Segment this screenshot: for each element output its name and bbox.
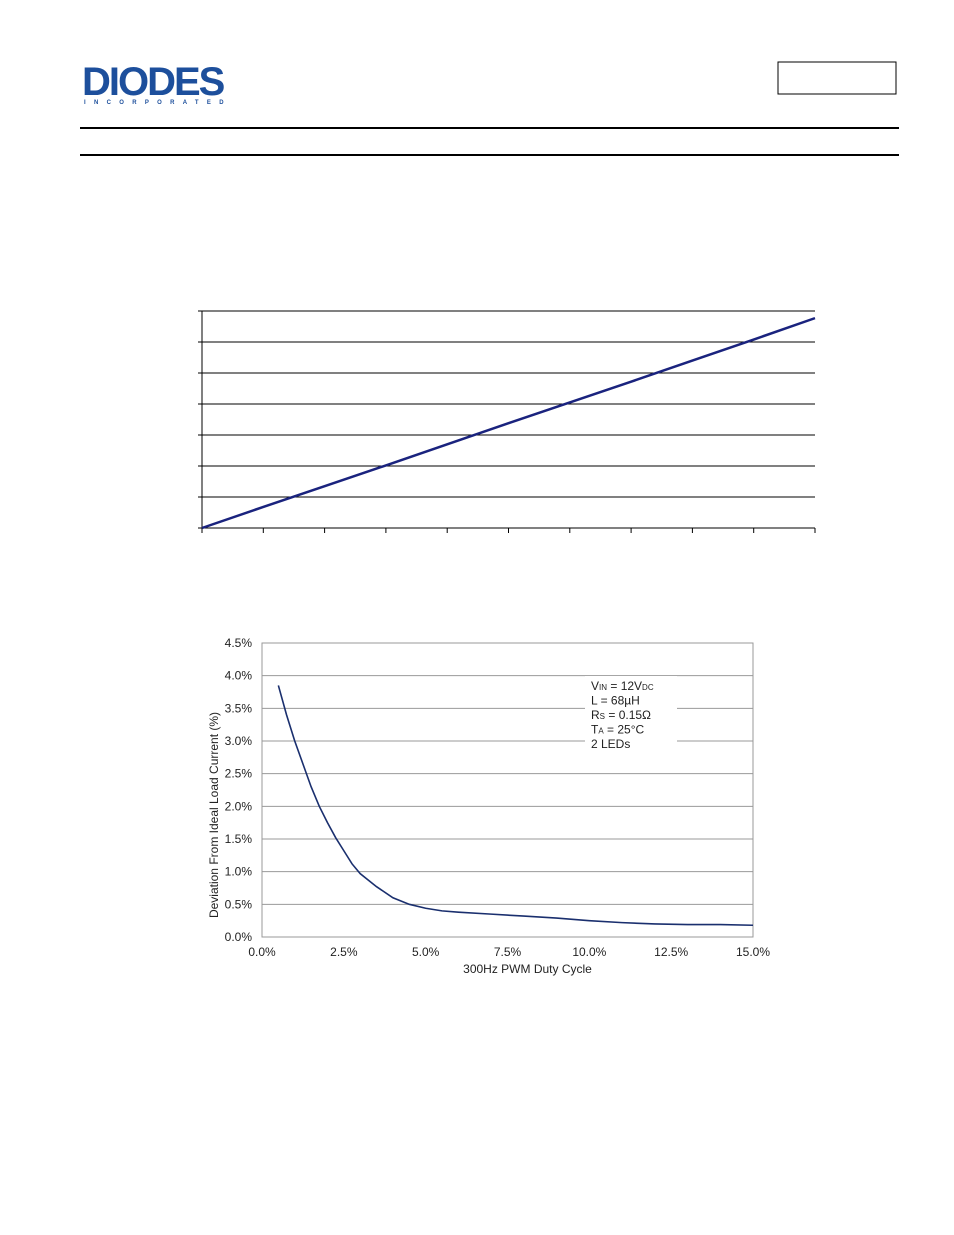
y-tick-label: 2.5%: [225, 767, 253, 781]
y-tick-label: 1.0%: [225, 865, 253, 879]
annotation-part: T: [591, 723, 599, 737]
x-tick-label: 0.0%: [248, 945, 276, 959]
y-tick-label: 2.0%: [225, 799, 253, 813]
annotation: VIN = 12VDC: [591, 679, 654, 693]
annotation: L = 68µH: [591, 694, 640, 708]
logo: DIODES: [82, 60, 225, 104]
y-tick-label: 0.5%: [225, 897, 253, 911]
x-tick-label: 10.0%: [572, 945, 606, 959]
annotation-part: IN: [599, 683, 607, 692]
data-line: [277, 685, 754, 927]
x-tick-label: 5.0%: [412, 945, 440, 959]
annotation: TA = 25°C: [591, 723, 645, 737]
y-tick-label: 3.0%: [225, 734, 253, 748]
annotation-part: S: [600, 712, 605, 721]
annotation-box: [585, 676, 677, 750]
y-tick-label: 3.5%: [225, 701, 253, 715]
annotation-part: R: [591, 708, 600, 722]
y-tick-label: 0.0%: [225, 930, 253, 944]
annotation-part: = 12V: [607, 679, 642, 693]
annotation-part: = 0.15Ω: [605, 708, 651, 722]
x-tick-label: 15.0%: [736, 945, 770, 959]
y-tick-label: 4.5%: [225, 636, 253, 650]
x-tick-label: 12.5%: [654, 945, 688, 959]
annotation-part: L = 68µH: [591, 694, 640, 708]
y-tick-label: 4.0%: [225, 669, 253, 683]
x-tick-label: 7.5%: [494, 945, 522, 959]
logo-sub: INCORPORATED: [84, 100, 232, 106]
y-axis-label: Deviation From Ideal Load Current (%): [207, 712, 221, 918]
annotation: RS = 0.15Ω: [591, 708, 651, 722]
annotation-part: A: [598, 727, 604, 736]
annotation-part: = 25°C: [604, 723, 645, 737]
x-tick-label: 2.5%: [330, 945, 358, 959]
annotation-part: DC: [642, 683, 654, 692]
data-line: [201, 316, 816, 530]
y-tick-label: 1.5%: [225, 832, 253, 846]
x-axis-label: 300Hz PWM Duty Cycle: [463, 962, 592, 976]
plot-border: [261, 642, 754, 938]
part-box: [777, 61, 897, 95]
annotation-part: 2 LEDs: [591, 737, 630, 751]
annotation-part: V: [591, 679, 599, 693]
annotation: 2 LEDs: [591, 737, 630, 751]
